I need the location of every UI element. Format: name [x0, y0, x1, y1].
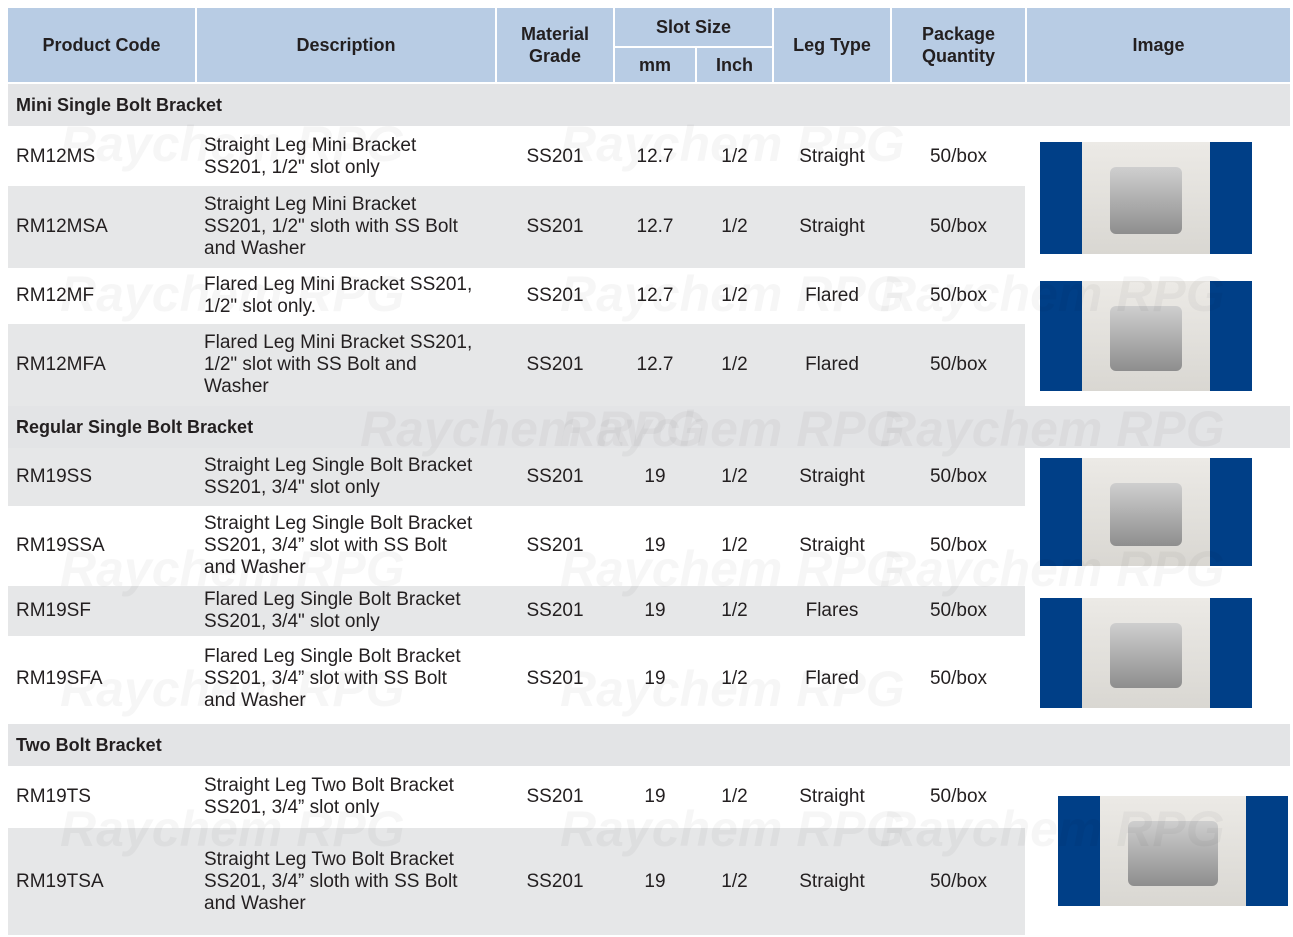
header-cell: Image	[1027, 8, 1290, 82]
table-cell: 12.7	[615, 186, 695, 268]
product-image	[1040, 598, 1252, 708]
watermark: Raychem RPG	[60, 540, 405, 598]
watermark: Raychem RPG	[60, 115, 405, 173]
table-cell: Straight Leg Mini Bracket SS201, 1/2" sl…	[204, 186, 474, 268]
watermark: Raychem RPG	[880, 540, 1225, 598]
watermark: Raychem RPG	[880, 400, 1225, 458]
table-cell: 50/box	[892, 636, 1025, 722]
header-cell: Inch	[697, 48, 772, 82]
watermark: Raychem RPG	[60, 660, 405, 718]
header-cell: Product Code	[8, 8, 195, 82]
watermark: Raychem RPG	[560, 800, 905, 858]
table-cell: 50/box	[892, 324, 1025, 406]
header-cell: Package Quantity	[892, 8, 1025, 82]
watermark: Raychem RPG	[60, 265, 405, 323]
watermark: Raychem RPG	[60, 800, 405, 858]
table-cell: Straight	[774, 186, 890, 268]
table-cell: RM12MFA	[16, 324, 186, 406]
table-cell: 50/box	[892, 186, 1025, 268]
header-cell: mm	[615, 48, 695, 82]
table-cell: SS201	[497, 186, 613, 268]
table-cell: Flared Leg Mini Bracket SS201, 1/2" slot…	[204, 324, 474, 406]
header-cell: Leg Type	[774, 8, 890, 82]
watermark: Raychem RPG	[560, 115, 905, 173]
section-title: Two Bolt Bracket	[8, 724, 1290, 766]
watermark: Raychem RPG	[560, 540, 905, 598]
table-cell: 50/box	[892, 128, 1025, 186]
header-cell: Slot Size	[615, 8, 772, 46]
product-image	[1040, 142, 1252, 254]
header-cell: Material Grade	[497, 8, 613, 82]
table-cell: 1/2	[697, 324, 772, 406]
table-cell: Flared	[774, 324, 890, 406]
table-cell: 12.7	[615, 324, 695, 406]
table-cell: RM12MSA	[16, 186, 186, 268]
watermark: Raychem RPG	[880, 265, 1225, 323]
table-cell: SS201	[497, 324, 613, 406]
watermark: Raychem RPG	[560, 400, 905, 458]
watermark: Raychem RPG	[560, 660, 905, 718]
table-cell: 1/2	[697, 186, 772, 268]
watermark: Raychem RPG	[560, 265, 905, 323]
watermark: Raychem RPG	[880, 800, 1225, 858]
page: Product CodeDescriptionMaterial Grade Leg…	[0, 0, 1293, 937]
header-cell: Description	[197, 8, 495, 82]
table-cell: RM19SS	[16, 448, 186, 506]
